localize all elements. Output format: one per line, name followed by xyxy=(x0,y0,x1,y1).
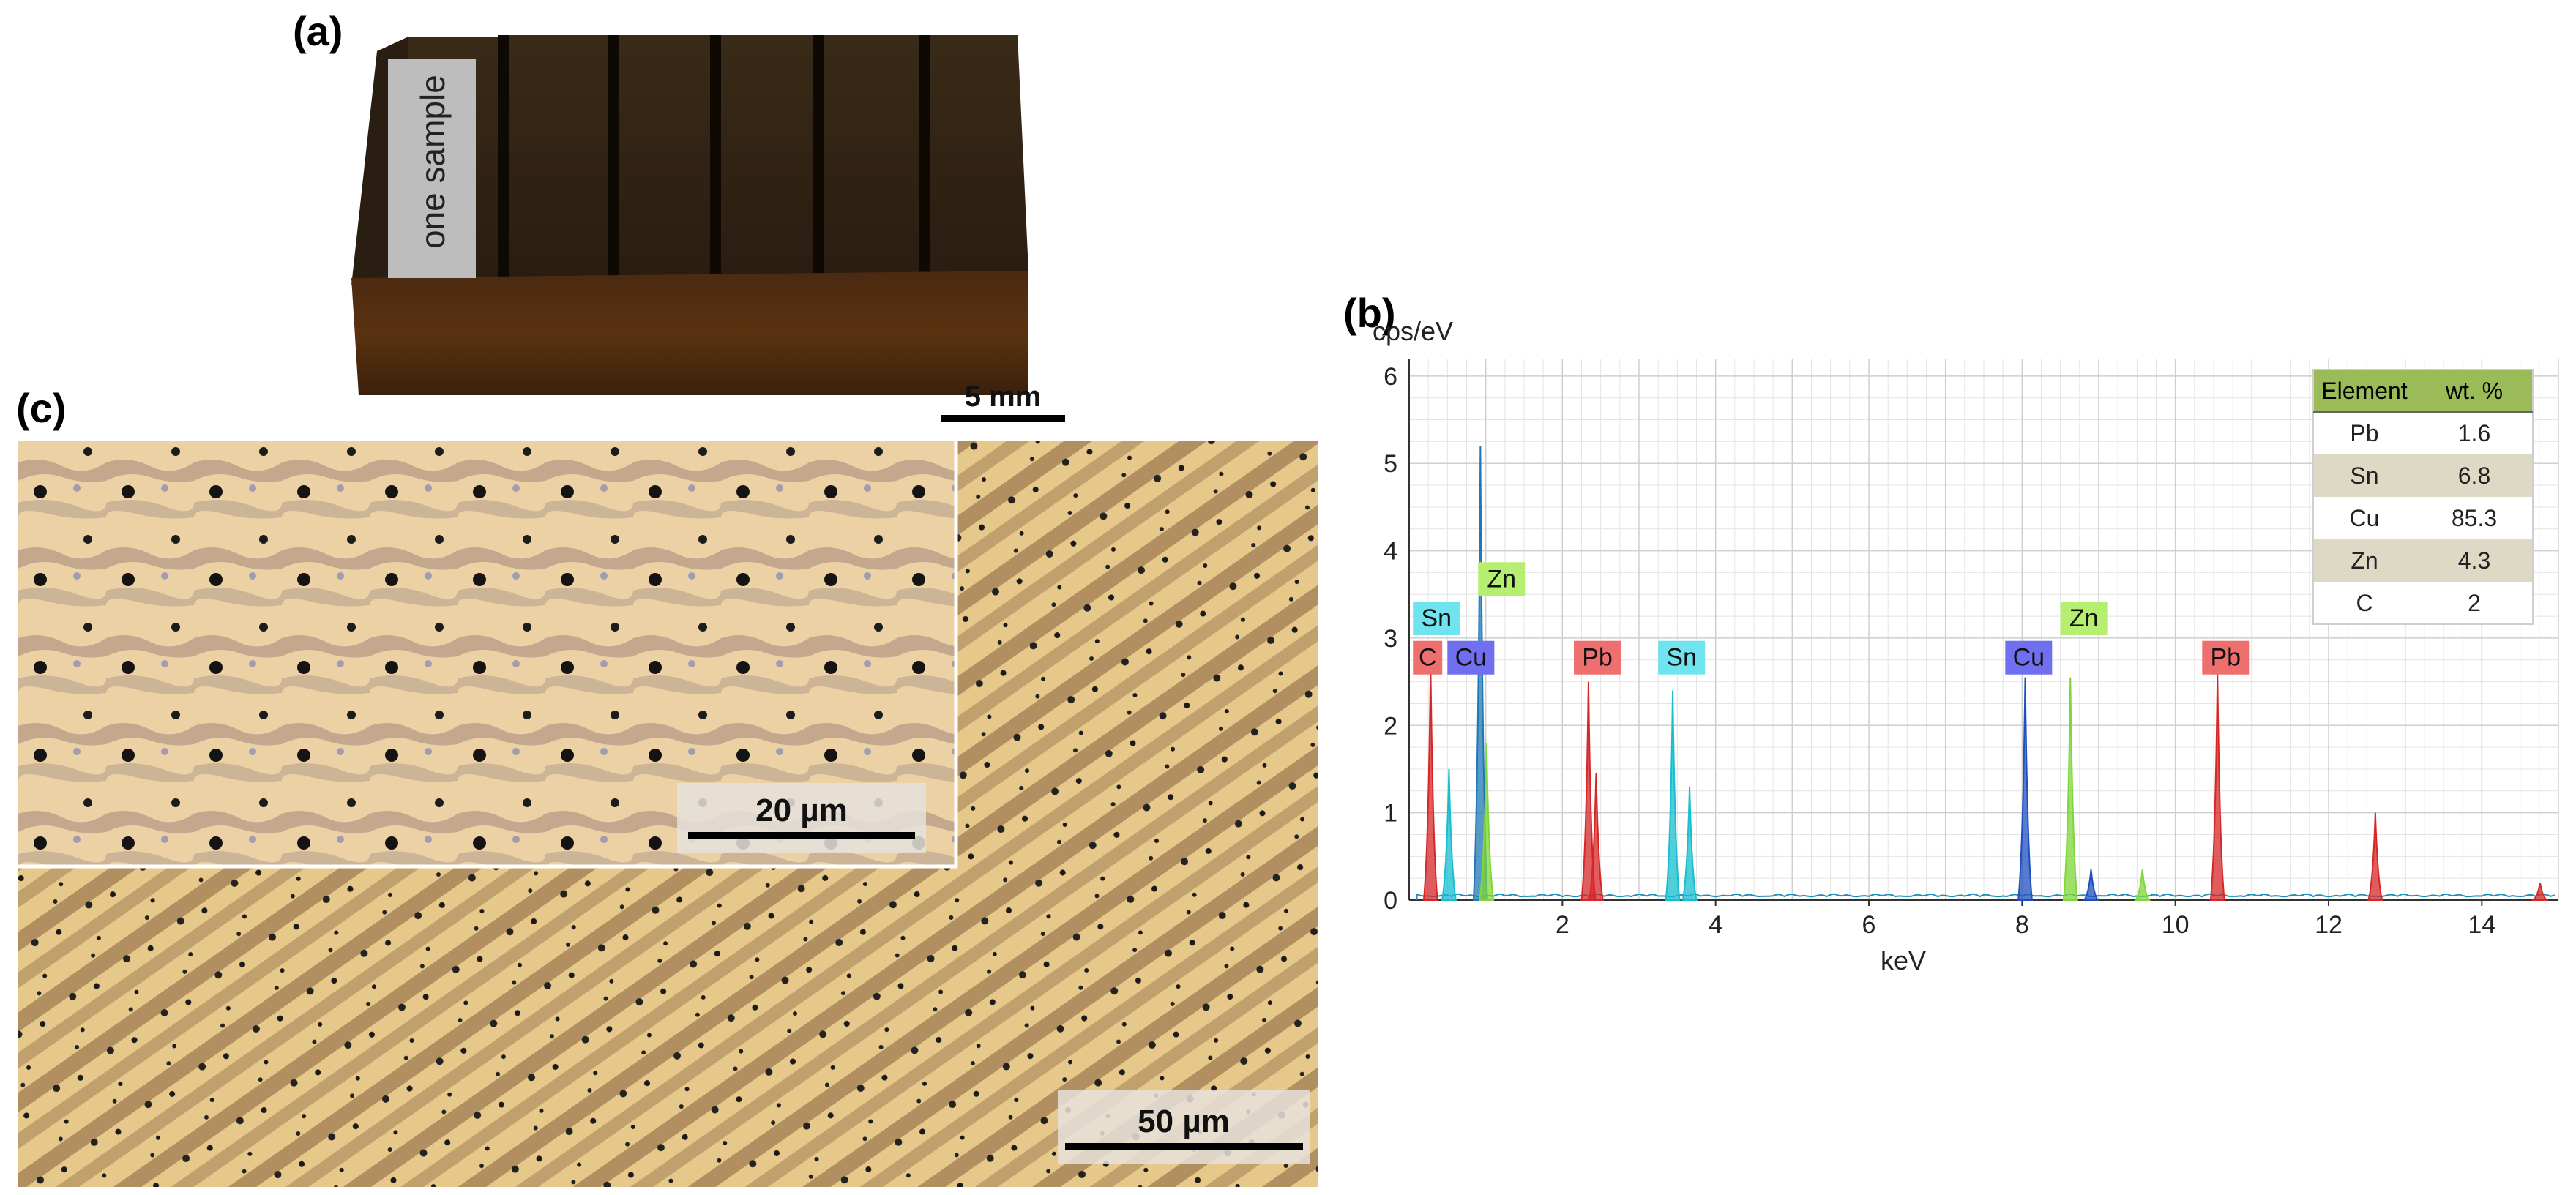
x-tick-label: 14 xyxy=(2468,911,2495,939)
table-row xyxy=(2313,454,2533,497)
table-cell: Sn xyxy=(2350,462,2378,489)
panel-c-label: (c) xyxy=(16,385,67,431)
spectrum-peak xyxy=(2531,882,2550,901)
main-scale-line xyxy=(1065,1143,1303,1150)
y-tick-label: 6 xyxy=(1384,363,1397,391)
panel-b-label: (b) xyxy=(1343,290,1396,336)
element-label-box xyxy=(2005,640,2053,675)
element-label-tag: Cu xyxy=(2005,640,2053,675)
sample-label-text: one sample xyxy=(414,75,452,249)
element-label-text: Zn xyxy=(1487,565,1516,593)
table-cell: 1.6 xyxy=(2458,420,2490,446)
x-tick-label: 2 xyxy=(1556,911,1569,939)
y-tick-label: 4 xyxy=(1384,538,1397,566)
spectrum-baseline xyxy=(1416,893,2556,901)
sample-block-photo: one sample xyxy=(344,29,1061,410)
x-tick-label: 8 xyxy=(2015,911,2029,939)
inset-scale-label: 20 µm xyxy=(755,793,848,828)
table-row xyxy=(2313,539,2533,582)
element-label-tag: Pb xyxy=(2202,640,2250,675)
element-label-tag: C xyxy=(1413,640,1443,675)
panel-a-label: (a) xyxy=(293,8,343,54)
element-label-tag: Zn xyxy=(2060,602,2108,635)
element-label-tag: Sn xyxy=(1658,640,1706,675)
element-label-tag: Sn xyxy=(1413,602,1460,635)
element-label-text: Pb xyxy=(1582,644,1613,672)
table-row xyxy=(2313,582,2533,624)
y-tick-label: 5 xyxy=(1384,450,1397,478)
table-cell: Cu xyxy=(2350,505,2380,531)
eds-spectrum-chart: 2 4 6 8 10 12 14 0 1 2 3 4 5 6 keV cps/eV Sn Zn C Cu Pb Sn Cu… xyxy=(1340,293,2569,981)
main-scale-label: 50 µm xyxy=(1138,1104,1230,1139)
scale-bar-a: 5 mm xyxy=(941,381,1065,422)
table-row xyxy=(2313,497,2533,539)
element-label-tag: Cu xyxy=(1447,640,1495,675)
table-cell: Zn xyxy=(2351,547,2378,574)
x-tick-label: 6 xyxy=(1862,911,1876,939)
x-tick-label: 4 xyxy=(1709,911,1722,939)
spectrum-peak xyxy=(1681,786,1698,901)
table-cell: 2 xyxy=(2468,590,2481,616)
table-row xyxy=(2313,412,2533,454)
element-label-text: Sn xyxy=(1421,604,1452,632)
element-label-tag: Zn xyxy=(1478,562,1526,596)
inset-scale-line xyxy=(688,832,915,839)
x-axis-label: keV xyxy=(1881,945,1926,975)
x-tick-label: 12 xyxy=(2315,911,2342,939)
element-label-box xyxy=(1478,562,1526,596)
spectrum-peak xyxy=(2062,677,2078,901)
y-tick-label: 0 xyxy=(1384,887,1397,915)
spectrum-peak xyxy=(1665,690,1681,901)
table-cell: C xyxy=(2356,590,2372,616)
table-header-cell: Element xyxy=(2321,378,2408,404)
element-label-box xyxy=(1574,640,1621,675)
element-label-box xyxy=(1413,602,1460,635)
element-label-box xyxy=(1658,640,1706,675)
spectrum-peaks xyxy=(1416,446,2556,901)
element-label-box xyxy=(2060,602,2108,635)
table-header-cell: wt. % xyxy=(2445,378,2503,404)
spectrum-peak xyxy=(2367,812,2383,901)
y-tick-label: 3 xyxy=(1384,625,1397,653)
table-header-row xyxy=(2313,370,2533,412)
spectrum-peak xyxy=(1479,743,1495,901)
table-cell: 4.3 xyxy=(2458,547,2490,574)
element-label-text: Cu xyxy=(2013,644,2045,672)
x-tick-label: 10 xyxy=(2162,911,2189,939)
element-label-tag: Pb xyxy=(1574,640,1621,675)
spectrum-peak xyxy=(1588,773,1605,901)
spectrum-peak xyxy=(2017,677,2034,901)
element-label-text: Pb xyxy=(2211,644,2241,672)
composition-table: Element wt. % Pb 1.6 Sn 6.8 Cu 85.3 Zn 4.3 C 2 xyxy=(2312,369,2534,625)
y-tick-label: 1 xyxy=(1384,800,1397,828)
element-label-box xyxy=(1447,640,1495,675)
y-tick-label: 2 xyxy=(1384,712,1397,740)
scale-bar-a-line xyxy=(941,415,1065,422)
element-label-text: Zn xyxy=(2069,604,2099,632)
table-cell: 6.8 xyxy=(2458,462,2490,489)
spectrum-peak xyxy=(2134,869,2151,901)
spectrum-peak xyxy=(1441,768,1457,901)
micrograph-panel: 20 µm 50 µm xyxy=(18,441,1318,1187)
element-label-text: C xyxy=(1419,644,1437,672)
element-label-box xyxy=(2202,640,2250,675)
table-border xyxy=(2312,369,2534,625)
element-label-text: Cu xyxy=(1455,644,1487,672)
table-cell: 85.3 xyxy=(2452,505,2497,531)
element-label-text: Sn xyxy=(1666,644,1697,672)
element-label-box xyxy=(1413,640,1443,675)
spectrum-peak xyxy=(2083,869,2099,901)
table-cell: Pb xyxy=(2350,420,2378,446)
y-axis-label: cps/eV xyxy=(1373,316,1453,346)
scale-bar-a-label: 5 mm xyxy=(964,381,1042,413)
